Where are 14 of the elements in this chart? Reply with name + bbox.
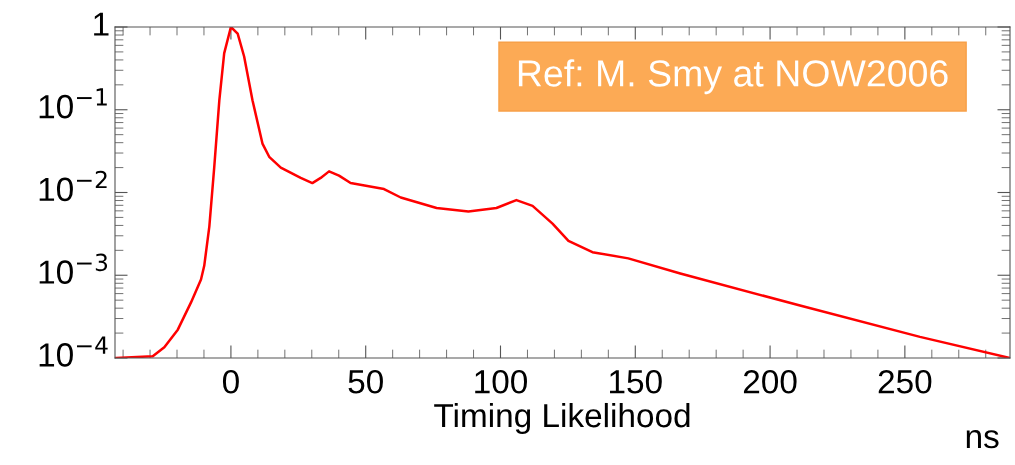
x-tick-label: 0 bbox=[222, 369, 239, 394]
y-tick-label: 1 bbox=[94, 12, 109, 36]
text: ns bbox=[966, 430, 999, 449]
y-tick-label: 10$^{−1}$ bbox=[39, 88, 107, 119]
annotation: Ref: M. Smy at NOW2006 bbox=[518, 59, 948, 95]
x-tick-label: 200 bbox=[743, 369, 797, 394]
y-tick-label: 10$^{−2}$ bbox=[39, 170, 107, 202]
x-tick-label: 250 bbox=[878, 369, 932, 394]
y-tick-label: 10$^{−4}$ bbox=[39, 336, 108, 367]
y-tick-label: 10$^{−3}$ bbox=[39, 253, 108, 284]
x-tick-label: 150 bbox=[610, 369, 662, 394]
x-tick-label: 50 bbox=[348, 369, 383, 394]
x-tick-label: 100 bbox=[475, 369, 527, 394]
x-axis-title: Timing Likelihood bbox=[434, 402, 690, 435]
